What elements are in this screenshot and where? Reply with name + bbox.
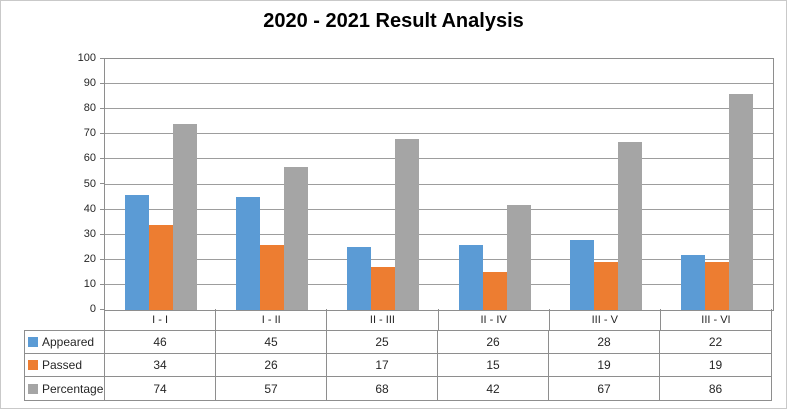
y-axis-tickmark <box>100 234 105 235</box>
y-tick-label: 0 <box>89 303 96 315</box>
y-axis-tickmark <box>100 259 105 260</box>
legend-cell-appeared: Appeared <box>25 331 105 354</box>
legend-swatch-passed-icon <box>28 360 38 370</box>
value-cell: 28 <box>549 331 660 354</box>
bar-group <box>216 59 327 310</box>
plot-area <box>100 58 774 311</box>
legend-cell-percentage: Percentage <box>25 377 105 400</box>
gridline <box>105 208 773 210</box>
bar-passed <box>593 262 618 310</box>
value-cell: 26 <box>216 354 327 377</box>
y-tick-label: 80 <box>83 102 96 115</box>
series-name-label: Percentage <box>42 381 104 396</box>
y-axis-tickmark <box>100 158 105 159</box>
y-tick-label: 70 <box>83 127 96 140</box>
series-name-label: Appeared <box>42 335 95 349</box>
y-axis: 0 10 20 30 40 50 60 70 80 90 100 <box>56 52 96 315</box>
y-axis-tickmark <box>100 284 105 285</box>
bar-appeared <box>235 197 260 310</box>
category-label: II - IV <box>437 309 549 331</box>
category-label: III - V <box>548 309 660 331</box>
bar-group <box>662 59 773 310</box>
legend-swatch-appeared-icon <box>28 337 38 347</box>
y-tick-label: 20 <box>83 252 96 265</box>
category-row: I - I I - II II - III II - IV III - V III - V… <box>104 309 772 331</box>
y-tick-label: 90 <box>83 77 96 90</box>
gridline <box>105 183 773 185</box>
category-label: III - VI <box>659 309 771 331</box>
y-tick-label: 100 <box>77 52 96 64</box>
bar-group <box>439 59 550 310</box>
value-cell: 86 <box>708 381 723 396</box>
value-cell: 68 <box>327 377 438 400</box>
y-axis-tickmark <box>100 183 105 184</box>
gridline <box>105 83 773 85</box>
bar-appeared <box>681 255 706 310</box>
y-axis-tickmark <box>100 209 105 210</box>
bar-passed <box>148 225 173 310</box>
value-cell: 26 <box>438 331 549 354</box>
y-axis-tickmark <box>100 58 105 59</box>
y-axis-tickmark <box>100 133 105 134</box>
y-tick-label: 50 <box>83 177 96 190</box>
gridline <box>105 283 773 285</box>
bar-group <box>328 59 439 310</box>
bar-group <box>550 59 661 310</box>
y-tick-label: 30 <box>83 227 96 240</box>
value-cell: 19 <box>660 354 771 377</box>
gridline <box>105 233 773 235</box>
bar-passed <box>705 262 730 310</box>
value-cell: 45 <box>216 331 327 354</box>
y-tick-label: 10 <box>83 277 96 290</box>
y-axis-tickmark <box>100 108 105 109</box>
value-cell: 17 <box>327 354 438 377</box>
value-cell: 34 <box>105 354 216 377</box>
category-label: I - I <box>152 314 169 326</box>
legend-cell-passed: Passed <box>25 354 105 377</box>
gridline <box>105 258 773 260</box>
bar-appeared <box>569 240 594 310</box>
value-cell: 74 <box>105 377 216 400</box>
gridline <box>105 133 773 135</box>
bar-percentage <box>283 167 308 310</box>
value-cell: 25 <box>327 331 438 354</box>
bar-percentage <box>729 94 754 310</box>
value-cell: 19 <box>549 354 660 377</box>
category-label: II - III <box>326 309 437 331</box>
value-cell: 46 <box>105 331 216 354</box>
bar-percentage <box>395 139 420 310</box>
value-cell: 67 <box>549 377 660 400</box>
bar-group <box>105 59 216 310</box>
bar-percentage <box>172 124 197 310</box>
bar-percentage <box>506 205 531 310</box>
value-cell: 57 <box>216 377 327 400</box>
gridline <box>105 108 773 110</box>
y-axis-tickmark <box>100 83 105 84</box>
chart-title: 2020 - 2021 Result Analysis <box>263 10 524 32</box>
series-name-label: Passed <box>42 358 83 372</box>
value-cell: 22 <box>660 331 771 354</box>
value-cell: 42 <box>438 377 549 400</box>
bar-passed <box>371 267 396 310</box>
bar-passed <box>259 245 284 310</box>
y-tick-label: 40 <box>83 202 96 215</box>
y-axis-tickmark <box>100 309 105 310</box>
bar-percentage <box>617 142 642 310</box>
y-tick-label: 60 <box>83 152 96 165</box>
value-cell: 15 <box>438 354 549 377</box>
bar-appeared <box>458 245 483 310</box>
legend-swatch-percentage-icon <box>28 383 38 394</box>
bar-appeared <box>124 195 149 310</box>
data-table: Appeared 46 45 25 26 28 22 Passed 34 26 17 15 19 19 Pe… <box>24 330 772 401</box>
bar-passed <box>482 272 507 310</box>
gridline <box>105 158 773 160</box>
bar-appeared <box>347 247 372 310</box>
category-label: I - II <box>215 309 326 331</box>
